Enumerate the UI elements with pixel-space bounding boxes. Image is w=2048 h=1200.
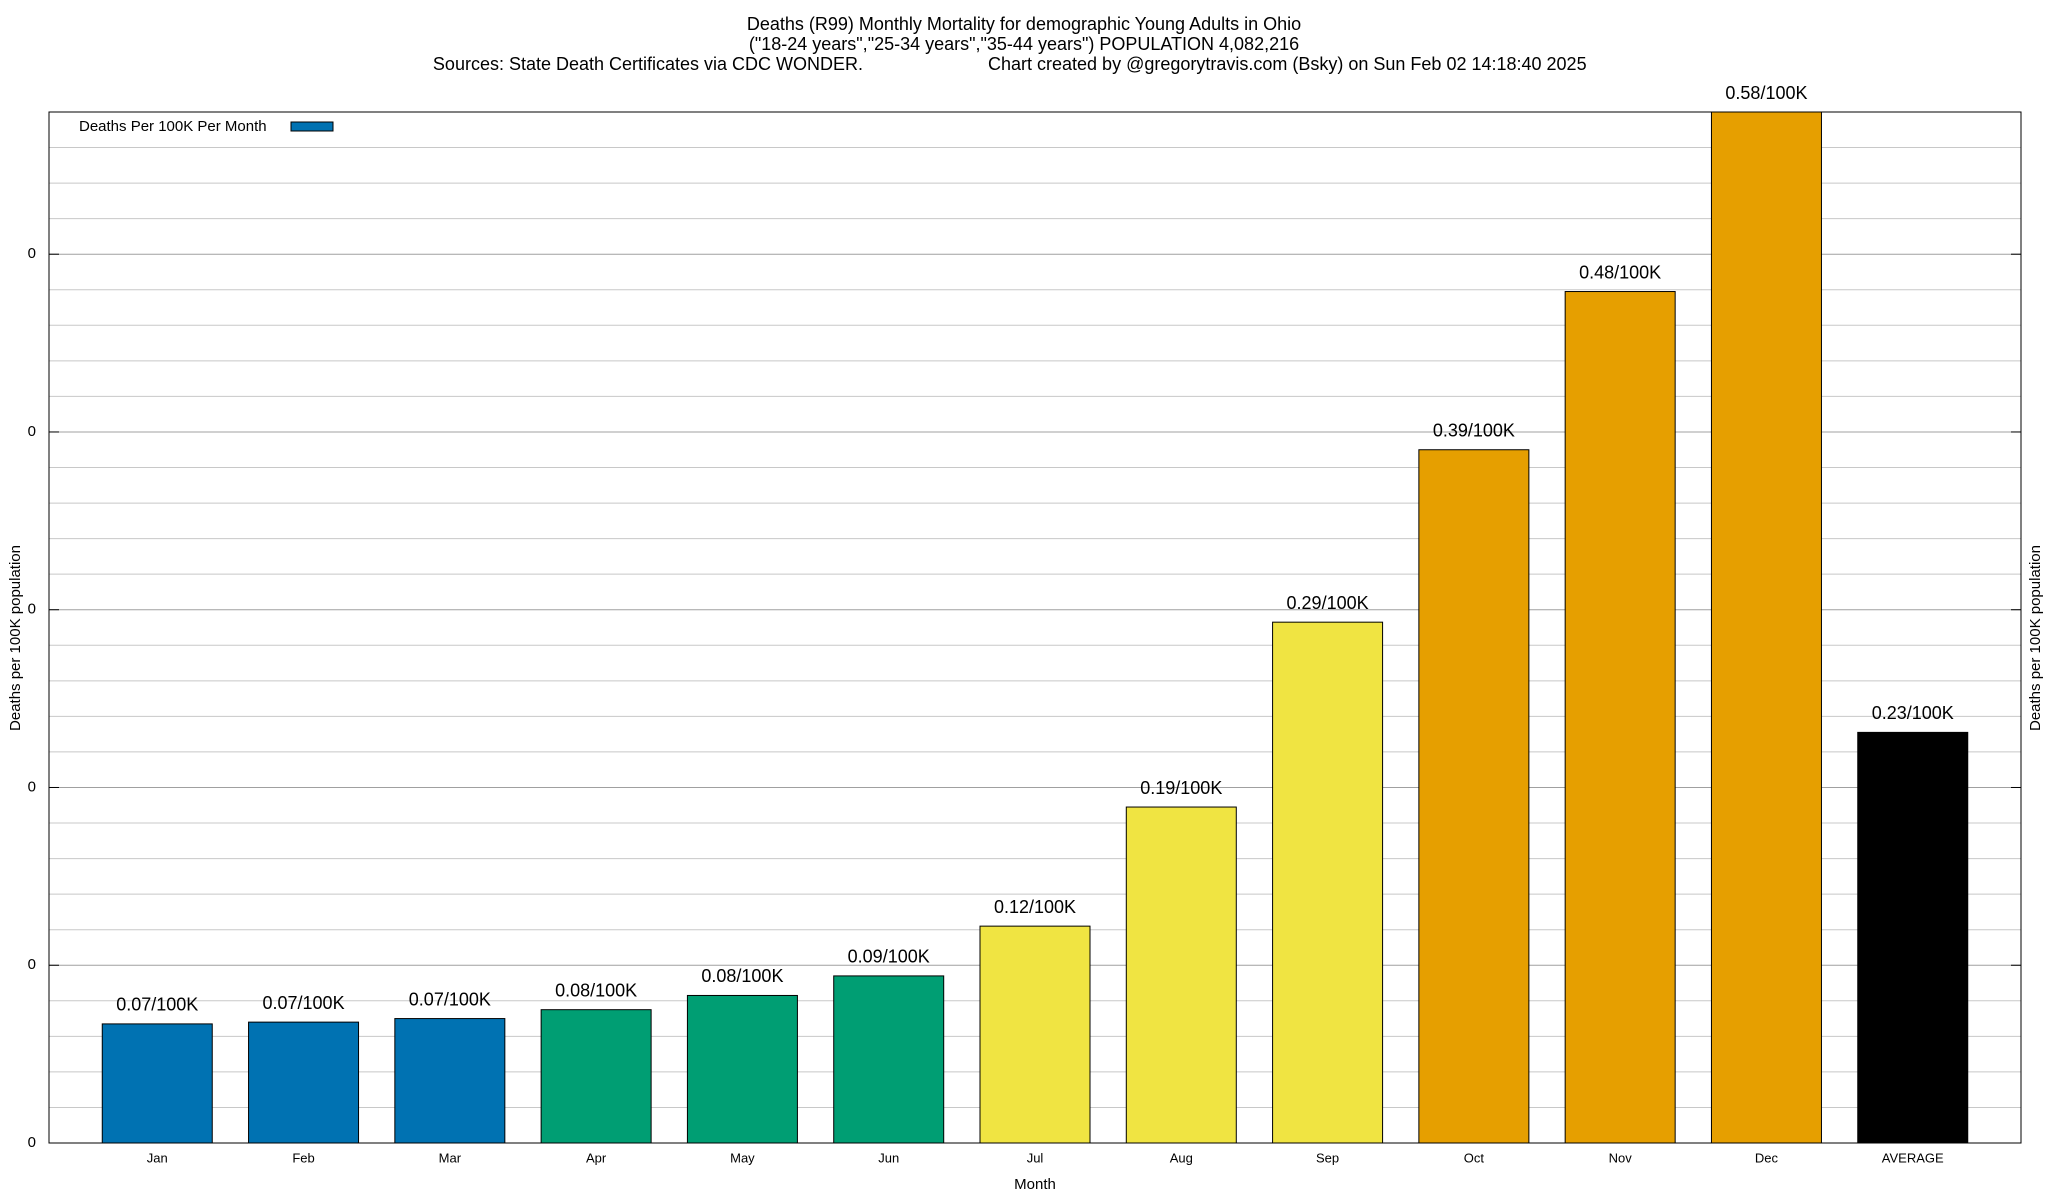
y-tick-label: 0 [28,1134,36,1151]
bar [686,994,798,1144]
x-tick-label: Apr [586,1150,607,1165]
y2-axis-label: Deaths per 100K population [2027,545,2044,731]
data-label: 0.39/100K [1433,420,1515,440]
x-tick-label: Aug [1170,1150,1193,1165]
data-label: 0.19/100K [1140,778,1222,798]
x-axis-label: Month [1014,1176,1056,1193]
x-tick-label: Jul [1027,1150,1044,1165]
bar [1857,731,1969,1144]
bar [1564,291,1676,1144]
x-tick-label: Nov [1609,1150,1633,1165]
data-label: 0.12/100K [994,897,1076,917]
x-tick-label: Jan [147,1150,168,1165]
data-label: 0.58/100K [1725,83,1807,103]
y-axis-label: Deaths per 100K population [7,545,24,731]
y-tick-label: 0 [28,778,36,795]
bar [540,1009,652,1144]
data-label: 0.07/100K [409,989,491,1009]
data-label: 0.48/100K [1579,262,1661,282]
data-label: 0.23/100K [1872,703,1954,723]
bar [248,1021,360,1144]
x-tick-label: Sep [1316,1150,1339,1165]
x-tick-label: Mar [439,1150,462,1165]
bar [1125,806,1237,1144]
data-label: 0.09/100K [848,947,930,967]
legend-label: Deaths Per 100K Per Month [79,118,267,135]
bar [394,1018,506,1144]
bar [833,975,945,1144]
x-tick-label: Feb [292,1150,314,1165]
y-tick-label: 0 [28,601,36,618]
bar [101,1023,213,1144]
bar [1710,111,1822,1144]
chart-credit: Chart created by @gregorytravis.com (Bsk… [988,54,1587,74]
bar [1272,621,1384,1144]
x-tick-label: Jun [878,1150,899,1165]
chart-source: Sources: State Death Certificates via CD… [433,54,863,74]
x-tick-label: May [730,1150,755,1165]
data-label: 0.07/100K [263,993,345,1013]
y-tick-label: 0 [28,956,36,973]
x-tick-label: Oct [1464,1150,1485,1165]
chart-title: Deaths (R99) Monthly Mortality for demog… [747,14,1301,34]
data-label: 0.08/100K [701,966,783,986]
bar [979,925,1091,1144]
x-tick-label: Dec [1755,1150,1779,1165]
y-tick-label: 0 [28,245,36,262]
data-label: 0.29/100K [1287,593,1369,613]
chart-subtitle: ("18-24 years","25-34 years","35-44 year… [749,34,1299,54]
x-tick-label: AVERAGE [1882,1150,1944,1165]
legend-swatch [290,121,334,132]
bar [1418,449,1530,1144]
y-tick-label: 0 [28,423,36,440]
data-label: 0.08/100K [555,980,637,1000]
data-label: 0.07/100K [116,995,198,1015]
